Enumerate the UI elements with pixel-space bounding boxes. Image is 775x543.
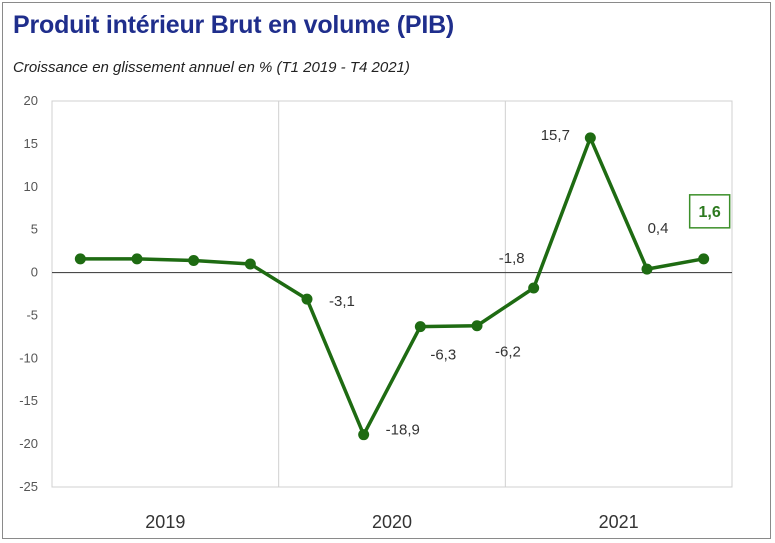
x-category-label: 2019	[145, 512, 185, 532]
data-point	[698, 253, 710, 265]
data-point	[641, 263, 653, 275]
chart-subtitle: Croissance en glissement annuel en % (T1…	[13, 59, 410, 76]
data-label: -3,1	[329, 293, 355, 310]
y-tick-label: -5	[26, 307, 38, 322]
plot-area	[51, 100, 733, 488]
y-tick-label: 10	[24, 179, 38, 194]
y-tick-label: 15	[24, 136, 38, 151]
data-label: -18,9	[386, 422, 420, 439]
data-label: -6,3	[430, 347, 456, 364]
data-label: 0,4	[648, 220, 669, 237]
y-tick-label: -20	[19, 436, 38, 451]
x-category-label: 2021	[599, 512, 639, 532]
y-tick-label: -25	[19, 479, 38, 494]
data-label: -1,8	[499, 250, 525, 267]
series-line	[80, 136, 704, 437]
chart-title: Produit intérieur Brut en volume (PIB)	[13, 11, 455, 39]
highlight-label-box	[688, 194, 731, 229]
highlighted-data-label: 1,6	[699, 204, 721, 221]
data-point	[301, 293, 313, 305]
y-tick-label: 5	[31, 222, 38, 237]
data-point	[244, 258, 256, 270]
data-point	[74, 253, 86, 265]
data-point	[188, 255, 200, 267]
y-tick-label: -10	[19, 350, 38, 365]
data-point	[528, 282, 540, 294]
data-point	[584, 132, 596, 144]
x-category-label: 2020	[372, 512, 412, 532]
data-label: -6,2	[495, 344, 521, 361]
data-point	[131, 253, 143, 265]
y-tick-label: 0	[31, 265, 38, 280]
data-point	[471, 320, 483, 332]
data-label: 15,7	[541, 127, 570, 144]
data-point	[358, 429, 370, 441]
data-point	[414, 321, 426, 333]
y-tick-label: 20	[24, 93, 38, 108]
y-tick-label: -15	[19, 393, 38, 408]
